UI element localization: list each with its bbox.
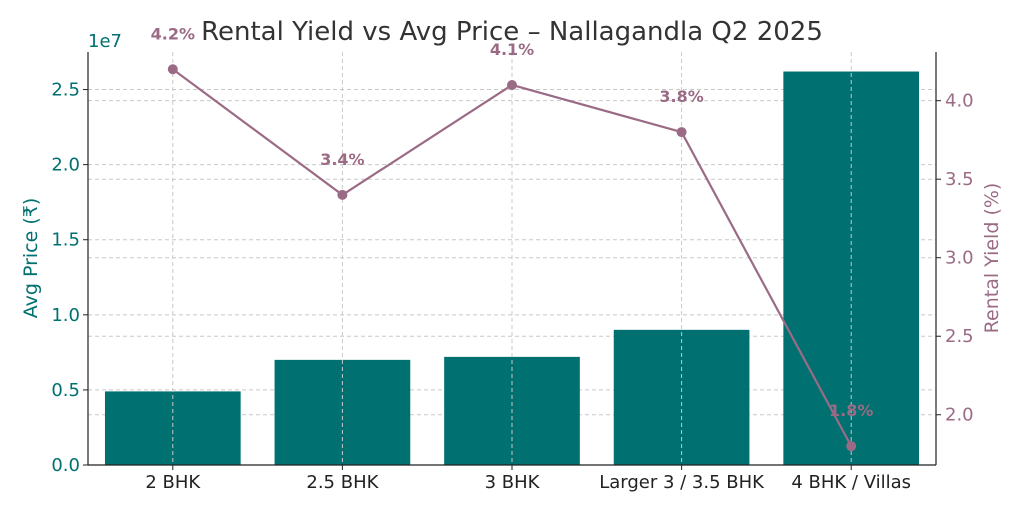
yield-point-2 — [507, 79, 517, 90]
yield-point-1 — [337, 189, 348, 200]
yield-point-0 — [167, 64, 178, 75]
yield-data-label-0: 4.2% — [151, 24, 195, 43]
y-tick-label-right-0: 2.0 — [945, 405, 974, 426]
yield-data-label-3: 3.8% — [659, 87, 703, 106]
y-tick-label-right-3: 3.5 — [945, 169, 974, 190]
yield-data-label-1: 3.4% — [320, 150, 364, 169]
y-tick-label-right-4: 4.0 — [945, 91, 974, 112]
y-tick-label-left-2: 1.0 — [51, 305, 80, 326]
y-tick-label-left-1: 0.5 — [51, 380, 80, 401]
x-tick-label-0: 2 BHK — [145, 472, 201, 493]
yield-point-3 — [676, 127, 687, 138]
y-tick-label-left-0: 0.0 — [51, 455, 80, 476]
y-tick-label-left-4: 2.0 — [51, 155, 80, 176]
x-tick-label-1: 2.5 BHK — [306, 472, 379, 493]
x-tick-label-3: Larger 3 / 3.5 BHK — [599, 472, 765, 493]
x-tick-label-2: 3 BHK — [485, 472, 541, 493]
label-layer: 4.2% 3.4% 4.1% 3.8% 1.8% — [151, 24, 874, 420]
y-tick-label-right-2: 3.0 — [945, 248, 974, 269]
x-tick-label-4: 4 BHK / Villas — [791, 472, 911, 493]
y-tick-label-left-5: 2.5 — [51, 80, 80, 101]
y-axis-label-left: Avg Price (₹) — [20, 198, 42, 319]
line-layer — [167, 64, 857, 452]
y-tick-label-right-1: 2.5 — [945, 326, 974, 347]
y-offset-label: 1e7 — [88, 31, 122, 52]
axis-layer: 0.0 0.5 1.0 1.5 2.0 2.5 2.0 2.5 3.0 3.5 4.0 2 BHK 2.… — [51, 52, 974, 493]
bar-layer — [104, 71, 920, 466]
yield-data-label-4: 1.8% — [829, 401, 873, 420]
yield-point-4 — [846, 441, 857, 452]
yield-data-label-2: 4.1% — [490, 40, 534, 59]
chart-title: Rental Yield vs Avg Price – Nallagandla … — [201, 17, 823, 47]
y-axis-label-right: Rental Yield (%) — [981, 183, 1003, 334]
y-tick-label-left-3: 1.5 — [51, 230, 80, 251]
